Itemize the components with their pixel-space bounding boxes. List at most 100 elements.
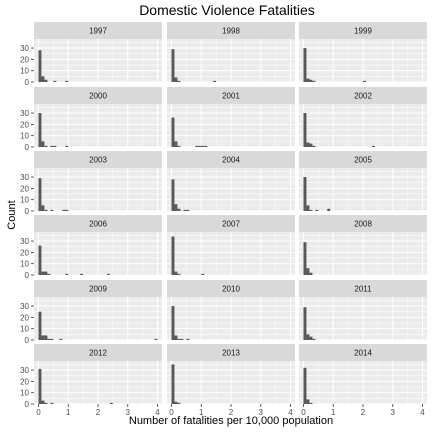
histogram-bar (62, 209, 66, 211)
histogram-bar (303, 307, 307, 340)
facet-panel-2009: 2009 0 10 20 30 (20, 280, 162, 345)
facet-panel-2005: 2005 (299, 151, 427, 212)
x-tick-label: 2 (229, 408, 234, 417)
histogram-bar (309, 209, 313, 211)
histogram-bar (53, 80, 57, 82)
x-tick-label: 4 (420, 408, 425, 417)
histogram-bar (174, 271, 178, 275)
facet-strip (299, 280, 427, 297)
facet-strip (167, 280, 295, 297)
histogram-bar (171, 49, 175, 82)
x-tick-label: 0 (169, 408, 174, 417)
histogram-bar (174, 335, 178, 340)
histogram-bar (180, 338, 184, 340)
y-tick-label: 0 (25, 400, 30, 409)
histogram-bar (327, 208, 331, 211)
histogram-bar (38, 50, 42, 82)
histogram-bar (171, 117, 175, 147)
histogram-bar (50, 338, 54, 340)
y-tick-label: 10 (20, 196, 29, 205)
histogram-bar (50, 402, 54, 404)
facet-panel-2011: 2011 (299, 280, 427, 341)
histogram-bar (195, 145, 199, 147)
x-tick-label: 1 (199, 408, 204, 417)
chart-title: Domestic Violence Fatalities (139, 2, 315, 18)
histogram-bar (44, 271, 48, 275)
y-tick-label: 30 (20, 173, 29, 182)
y-tick-label: 20 (20, 248, 29, 257)
facet-strip-label: 2006 (89, 220, 107, 229)
histogram-bar (80, 273, 84, 275)
histogram-bar (59, 338, 63, 340)
facet-strip-label: 2000 (89, 92, 107, 101)
histogram-bar (177, 402, 181, 404)
histogram-bar (303, 48, 307, 82)
histogram-bar (315, 209, 319, 211)
y-tick-label: 20 (20, 120, 29, 129)
histogram-bar (303, 367, 307, 404)
facet-strip (167, 344, 295, 361)
x-axis-title: Number of fatalities per 10,000 populati… (129, 415, 333, 427)
histogram-bar (306, 78, 310, 82)
histogram-bar (44, 402, 48, 404)
histogram-bar (38, 245, 42, 275)
facet-panel-2003: 2003 0 10 20 30 (20, 151, 162, 216)
facet-strip-label: 2005 (354, 156, 372, 165)
facet-strip (167, 22, 295, 39)
histogram-bar (65, 80, 69, 82)
histogram-bar (44, 335, 48, 340)
y-tick-label: 30 (20, 366, 29, 375)
histogram-bar (171, 364, 175, 404)
facet-strip (167, 151, 295, 168)
y-tick-label: 30 (20, 109, 29, 118)
histogram-bar (38, 311, 42, 340)
facet-panel-2007: 2007 (167, 215, 295, 276)
facet-panel-2006: 2006 0 10 20 30 (20, 215, 162, 280)
histogram-bar (204, 145, 208, 147)
facet-strip-label: 2013 (222, 349, 240, 358)
histogram-bar (41, 335, 45, 340)
histogram-bar (198, 145, 202, 147)
histogram-bar (303, 177, 307, 211)
y-tick-label: 10 (20, 132, 29, 141)
y-tick-label: 30 (20, 302, 29, 311)
histogram-bar (309, 143, 313, 147)
facet-strip (34, 87, 162, 104)
histogram-bar (303, 242, 307, 275)
histogram-bar (312, 338, 316, 340)
histogram-bar (41, 271, 45, 275)
histogram-bar (47, 338, 51, 340)
histogram-bar (41, 76, 45, 82)
histogram-bar (201, 273, 205, 275)
facet-panel-2014: 2014 0 1 2 3 4 (299, 344, 427, 417)
y-tick-label: 20 (20, 313, 29, 322)
histogram-bar (44, 79, 48, 82)
histogram-bar (171, 236, 175, 275)
histogram-bar (65, 273, 69, 275)
x-tick-label: 2 (96, 408, 101, 417)
histogram-bar (109, 402, 113, 404)
facet-strip-label: 2001 (222, 92, 240, 101)
y-tick-label: 0 (25, 78, 30, 87)
histogram-bar (177, 145, 181, 147)
histogram-bar (41, 141, 45, 147)
facet-strip (34, 344, 162, 361)
y-tick-label: 10 (20, 67, 29, 76)
histogram-bar (174, 141, 178, 147)
y-axis-title: Count (6, 200, 18, 229)
facet-panel-2002: 2002 (299, 87, 427, 148)
facet-strip-label: 2004 (222, 156, 240, 165)
histogram-bar (50, 209, 54, 211)
histogram-bar (312, 145, 316, 147)
histogram-bar (171, 306, 175, 340)
histogram-bar (177, 80, 181, 82)
histogram-bar (41, 205, 45, 211)
histogram-bar (106, 273, 110, 275)
histogram-bar (303, 113, 307, 147)
histogram-bar (309, 402, 313, 404)
x-tick-label: 0 (301, 408, 306, 417)
histogram-bar (38, 113, 42, 147)
y-tick-label: 0 (25, 336, 30, 345)
